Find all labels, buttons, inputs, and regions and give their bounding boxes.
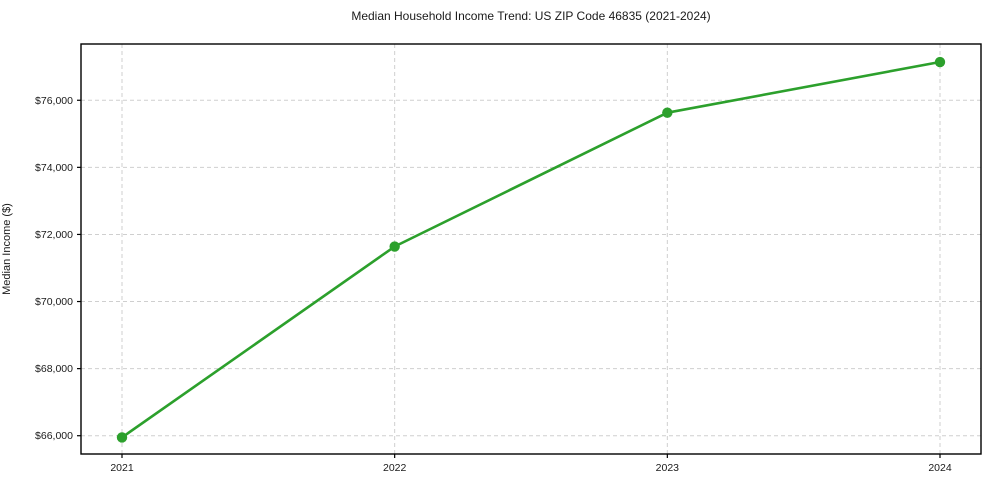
y-tick-label: $70,000 [35, 296, 73, 308]
chart-title: Median Household Income Trend: US ZIP Co… [351, 9, 711, 23]
x-tick-label: 2021 [110, 462, 134, 474]
data-line [120, 60, 942, 439]
y-tick-label: $74,000 [35, 162, 73, 174]
data-point [116, 432, 128, 443]
data-point [389, 241, 400, 252]
x-tick-label: 2022 [383, 462, 407, 474]
y-tick-label: $68,000 [35, 363, 73, 375]
y-tick-label: $66,000 [35, 430, 73, 442]
data-point [934, 56, 946, 68]
y-tick-label: $76,000 [35, 95, 73, 107]
x-tick-label: 2024 [928, 462, 952, 474]
axes-border [80, 43, 982, 455]
y-tick-label: $72,000 [35, 229, 73, 241]
data-point [662, 107, 673, 118]
x-tick-label: 2023 [656, 462, 680, 474]
